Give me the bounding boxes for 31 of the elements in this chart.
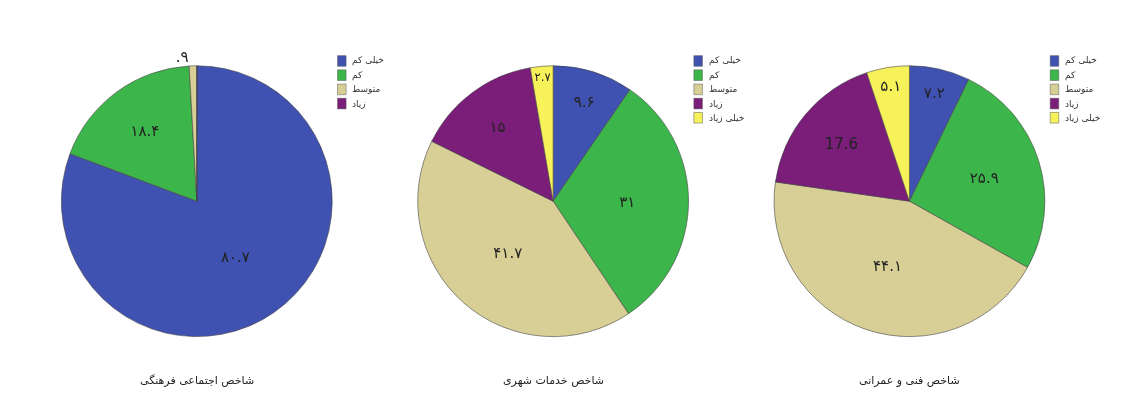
data-label: ۵.۱ bbox=[880, 76, 902, 95]
data-label: ۷.۲ bbox=[923, 84, 945, 103]
legend-label: متوسط bbox=[709, 84, 738, 94]
legend-label: خیلی زیاد bbox=[709, 113, 745, 123]
text: شاخص اجتماعی فرهنگی bbox=[140, 374, 255, 387]
data-label: ۲۵.۹ bbox=[969, 168, 999, 187]
legend-label: کم bbox=[352, 70, 363, 81]
data-label: ۲.۷ bbox=[534, 69, 551, 84]
legend-label: زیاد bbox=[1065, 99, 1079, 109]
legend-label: زیاد bbox=[352, 99, 366, 109]
data-label: ۳۱ bbox=[619, 192, 636, 211]
data-label: ۹.۶ bbox=[573, 92, 595, 111]
text: شاخص فنی و عمرانی bbox=[859, 374, 960, 387]
legend-label: متوسط bbox=[352, 84, 381, 94]
data-label: 17.6 bbox=[824, 135, 859, 154]
data-label: .۹ bbox=[175, 47, 189, 66]
legend-label: خیلی کم bbox=[352, 55, 384, 66]
pie-slice bbox=[61, 65, 333, 337]
legend-label: کم bbox=[1065, 70, 1076, 81]
legend-label: خیلی کم bbox=[709, 55, 741, 66]
data-label: ۱۵ bbox=[489, 117, 506, 136]
legend-label: خیلی زیاد bbox=[1065, 113, 1101, 123]
data-label: ۴۴.۱ bbox=[873, 256, 902, 275]
legend-label: خیلی کم bbox=[1065, 55, 1097, 66]
legend-label: زیاد bbox=[709, 99, 723, 109]
legend-label: متوسط bbox=[1065, 84, 1094, 94]
data-label: ۴۱.۷ bbox=[493, 244, 523, 262]
text: شاخص خدمات شهری bbox=[503, 374, 604, 387]
data-label: ۸۰.۷ bbox=[220, 247, 250, 266]
legend-label: کم bbox=[709, 70, 720, 81]
data-label: ۱۸.۴ bbox=[130, 121, 160, 140]
